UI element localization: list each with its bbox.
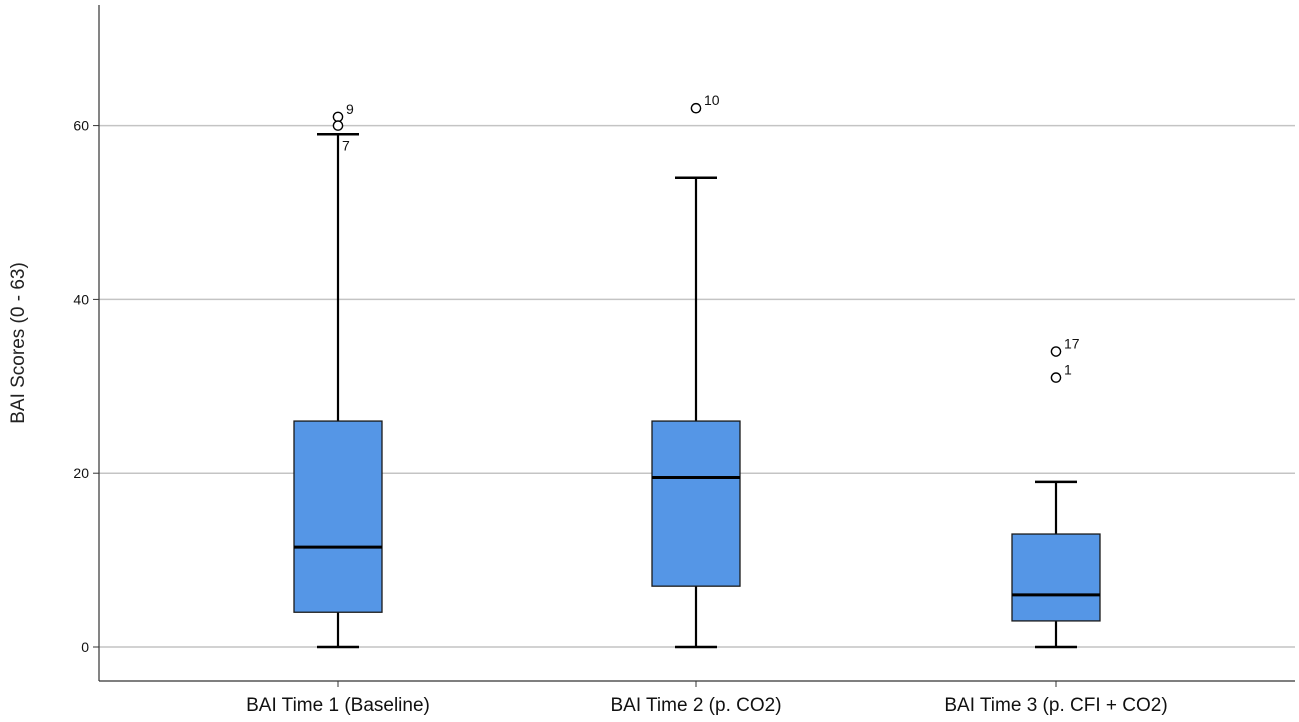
category-label: BAI Time 1 (Baseline) — [246, 695, 430, 716]
box-3: 17 1 — [1011, 336, 1101, 649]
outlier-point — [332, 111, 344, 123]
y-axis-title: BAI Scores (0 - 63) — [8, 262, 29, 424]
category-label: BAI Time 2 (p. CO2) — [610, 695, 781, 716]
outlier-label: 17 — [1064, 336, 1080, 352]
y-tick-label: 20 — [73, 465, 89, 481]
axes — [98, 5, 1295, 682]
outlier-label: 9 — [346, 101, 354, 117]
outlier-point — [1050, 372, 1062, 383]
y-tick-labels: 0 20 40 60 — [73, 118, 99, 655]
outlier-point — [1050, 346, 1062, 357]
outlier-label: 1 — [1064, 362, 1072, 378]
box-1: 97 — [293, 101, 383, 649]
y-tick-label: 0 — [81, 639, 89, 655]
outlier-label: 7 — [342, 138, 350, 154]
iqr-box — [1011, 533, 1101, 622]
category-label: BAI Time 3 (p. CFI + CO2) — [944, 695, 1167, 716]
category-labels: BAI Time 1 (Baseline) BAI Time 2 (p. CO2)… — [246, 681, 1168, 716]
outlier-point — [690, 102, 702, 114]
iqr-box — [293, 420, 383, 613]
y-tick-label: 40 — [73, 291, 89, 307]
outlier-label: 10 — [704, 92, 720, 108]
box-2: 10 — [651, 92, 741, 649]
iqr-box — [651, 420, 741, 587]
outlier-point — [332, 120, 344, 131]
y-tick-label: 60 — [73, 118, 89, 134]
